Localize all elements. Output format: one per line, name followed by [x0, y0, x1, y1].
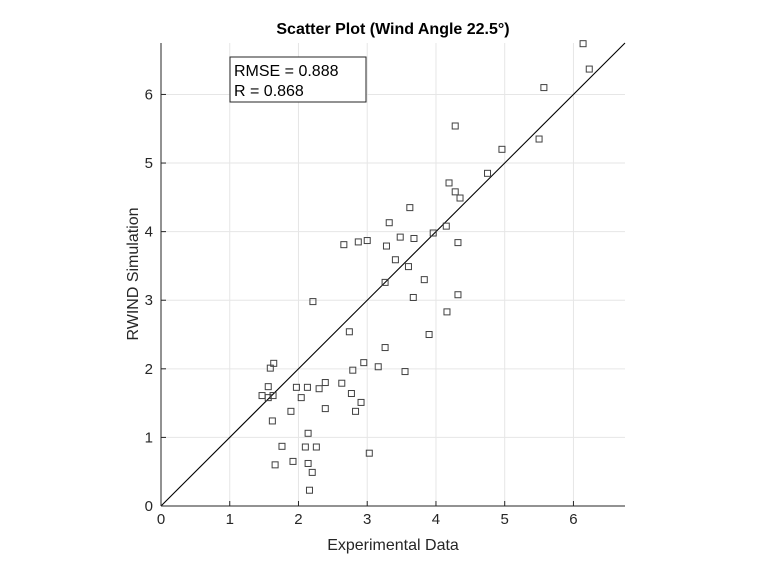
- legend-box: RMSE = 0.888 R = 0.868: [229, 56, 367, 103]
- data-point: [289, 457, 297, 465]
- data-point: [484, 169, 492, 177]
- data-point: [498, 145, 506, 153]
- y-tick-label: 2: [145, 361, 153, 378]
- data-point: [391, 256, 399, 264]
- data-point: [352, 407, 360, 415]
- data-point: [396, 233, 404, 241]
- x-tick-label: 1: [226, 511, 234, 528]
- data-point: [301, 443, 309, 451]
- data-point: [363, 237, 371, 245]
- data-point: [347, 390, 355, 398]
- data-point: [345, 328, 353, 336]
- data-point: [404, 263, 412, 271]
- data-point: [349, 366, 357, 374]
- data-point: [585, 65, 593, 73]
- data-point: [381, 278, 389, 286]
- data-point: [410, 234, 418, 242]
- data-point: [382, 242, 390, 250]
- data-point: [429, 229, 437, 237]
- data-point: [271, 461, 279, 469]
- data-point: [297, 394, 305, 402]
- data-point: [304, 459, 312, 467]
- y-tick-label: 6: [145, 86, 153, 103]
- x-tick-label: 5: [501, 511, 509, 528]
- data-point: [258, 392, 266, 400]
- x-tick-label: 4: [432, 511, 440, 528]
- data-point: [305, 486, 313, 494]
- data-point: [360, 359, 368, 367]
- data-point: [264, 394, 272, 402]
- data-point: [406, 204, 414, 212]
- data-point: [443, 308, 451, 316]
- grid: [160, 43, 625, 507]
- data-point: [264, 383, 272, 391]
- data-point: [321, 405, 329, 413]
- data-point: [304, 429, 312, 437]
- data-point: [456, 194, 464, 202]
- data-point: [451, 122, 459, 130]
- y-axis-label: RWIND Simulation: [125, 207, 142, 340]
- axes: 0 1 2 3 4 5 6 0 1 2 3 4 5 6: [145, 43, 625, 528]
- data-point: [442, 222, 450, 230]
- data-point: [365, 449, 373, 457]
- reference-line: [160, 42, 626, 507]
- data-point: [303, 383, 311, 391]
- x-tick-label: 3: [363, 511, 371, 528]
- x-tick-label: 0: [157, 511, 165, 528]
- data-point: [292, 383, 300, 391]
- y-tick-label: 5: [145, 155, 153, 172]
- y-equals-x-line: [160, 42, 626, 507]
- y-tick-label: 3: [145, 292, 153, 309]
- y-tick-label: 1: [145, 429, 153, 446]
- data-point: [308, 468, 316, 476]
- r-annotation: R = 0.868: [234, 83, 304, 100]
- data-point: [309, 298, 317, 306]
- data-points: [258, 40, 593, 494]
- chart-title: Scatter Plot (Wind Angle 22.5°): [276, 21, 509, 38]
- data-point: [266, 364, 274, 372]
- data-point: [287, 407, 295, 415]
- data-point: [321, 379, 329, 387]
- data-point: [420, 276, 428, 284]
- data-point: [454, 291, 462, 299]
- data-point: [540, 84, 548, 92]
- x-tick-label: 2: [294, 511, 302, 528]
- data-point: [535, 135, 543, 143]
- data-point: [385, 219, 393, 227]
- x-tick-label: 6: [569, 511, 577, 528]
- data-point: [454, 239, 462, 247]
- data-point: [354, 238, 362, 246]
- data-point: [278, 442, 286, 450]
- data-point: [409, 293, 417, 301]
- data-point: [269, 392, 277, 400]
- rmse-annotation: RMSE = 0.888: [234, 63, 339, 80]
- data-point: [445, 179, 453, 187]
- data-point: [357, 398, 365, 406]
- data-point: [315, 385, 323, 393]
- data-point: [579, 40, 587, 48]
- data-point: [268, 417, 276, 425]
- data-point: [451, 188, 459, 196]
- y-tick-label: 4: [145, 224, 153, 241]
- data-point: [425, 331, 433, 339]
- data-point: [338, 379, 346, 387]
- data-point: [401, 368, 409, 376]
- data-point: [374, 363, 382, 371]
- y-tick-label: 0: [145, 498, 153, 515]
- data-point: [340, 241, 348, 249]
- data-point: [381, 344, 389, 352]
- data-point: [312, 443, 320, 451]
- x-axis-label: Experimental Data: [327, 537, 459, 554]
